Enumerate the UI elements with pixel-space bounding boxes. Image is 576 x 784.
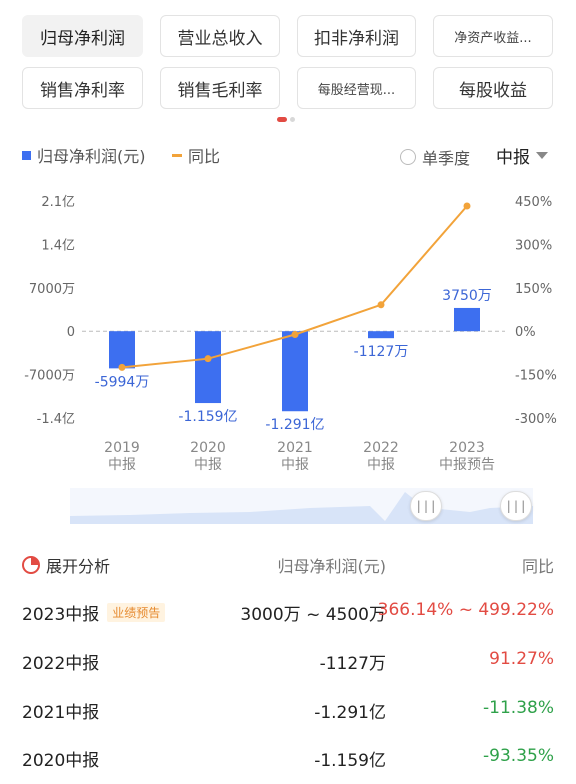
x-axis-tick: 2021: [277, 440, 313, 456]
row-value: -1.159亿: [314, 751, 386, 771]
profit-bar: [368, 331, 394, 339]
expand-analysis[interactable]: 展开分析: [22, 553, 110, 577]
tab-net-margin[interactable]: 销售净利率: [22, 67, 143, 109]
tab-net-profit[interactable]: 归母净利润: [22, 15, 143, 57]
chart-legend: 归母净利润(元) 同比 单季度 中报: [20, 143, 556, 169]
row-yoy: 366.14% ~ 499.22%: [377, 600, 554, 620]
expand-analysis-label: 展开分析: [46, 557, 111, 576]
right-axis-tick: 450%: [515, 195, 552, 210]
x-axis-tick: 中报: [367, 457, 395, 473]
tab-gross-margin[interactable]: 销售毛利率: [160, 67, 280, 109]
row-value: -1.291亿: [314, 703, 386, 723]
header-net-profit: 归母净利润(元): [277, 557, 387, 576]
legend-bar-series: 归母净利润(元): [22, 143, 146, 167]
bar-swatch-icon: [22, 150, 31, 160]
period-label: 中报: [496, 148, 530, 168]
bar-data-label: 3750万: [442, 288, 492, 304]
bar-data-label: -5994万: [95, 374, 150, 390]
tab-deducted-profit[interactable]: 扣非净利润: [297, 15, 416, 57]
row-period: 2023中报: [22, 605, 100, 625]
yoy-point: [118, 363, 126, 371]
right-axis-tick: 150%: [515, 282, 552, 297]
left-axis-tick: -1.4亿: [37, 412, 75, 427]
yoy-point: [204, 355, 212, 363]
profit-bar: [282, 331, 308, 412]
slider-right-handle[interactable]: |||: [500, 491, 532, 521]
slider-track: [70, 488, 533, 524]
legend-line-label: 同比: [188, 147, 221, 166]
x-axis-tick: 中报: [281, 457, 309, 473]
left-axis-tick: 7000万: [29, 282, 75, 297]
table-row: 2020中报 -1.159亿 -93.35%: [22, 746, 554, 776]
legend-bar-label: 归母净利润(元): [37, 147, 146, 166]
left-axis-tick: 0: [67, 325, 75, 340]
row-period: 2021中报: [22, 703, 100, 723]
tab-eps[interactable]: 每股收益: [433, 67, 553, 109]
table-row: 2023中报 业绩预告 3000万 ~ 4500万 366.14% ~ 499.…: [22, 600, 554, 630]
yoy-point: [291, 330, 299, 338]
x-axis-tick: 中报预告: [439, 457, 495, 473]
single-quarter-label: 单季度: [422, 149, 471, 168]
caret-down-icon: [536, 152, 548, 159]
range-slider[interactable]: ||| |||: [70, 488, 533, 524]
forecast-badge: 业绩预告: [107, 603, 166, 622]
x-axis-tick: 中报: [108, 457, 136, 473]
row-yoy: -11.38%: [483, 698, 554, 718]
profit-bar: [109, 331, 135, 369]
tab-roe[interactable]: 净资产收益...: [433, 15, 553, 57]
row-period: 2020中报: [22, 751, 100, 771]
row-period-wrap: 2023中报 业绩预告: [22, 600, 166, 625]
left-axis-tick: 1.4亿: [41, 238, 75, 253]
x-axis-tick: 中报: [194, 457, 222, 473]
pie-chart-icon: [22, 556, 40, 574]
row-yoy: 91.27%: [489, 649, 554, 669]
right-axis-tick: 0%: [515, 325, 536, 340]
profit-bar: [454, 307, 480, 332]
profit-chart: 2.1亿 1.4亿 7000万 0 -7000万 -1.4亿 450% 300% 150% 0% -…: [24, 195, 557, 473]
radio-icon: [400, 149, 416, 165]
row-value: -1127万: [319, 654, 386, 674]
page-dot-active: [277, 117, 287, 122]
legend-line-series: 同比: [172, 143, 220, 167]
profit-bar: [195, 331, 221, 404]
yoy-point: [377, 301, 385, 309]
bar-data-label: -1.159亿: [178, 409, 237, 425]
right-axis-tick: -150%: [515, 369, 557, 384]
slider-left-handle[interactable]: |||: [410, 491, 442, 521]
table-row: 2021中报 -1.291亿 -11.38%: [22, 698, 554, 728]
right-axis-tick: 300%: [515, 238, 552, 253]
bar-data-label: -1.291亿: [265, 417, 324, 433]
row-period: 2022中报: [22, 654, 100, 674]
page-indicator: [277, 117, 295, 122]
page-dot: [290, 117, 295, 122]
bar-data-label: -1127万: [354, 344, 409, 360]
row-value: 3000万 ~ 4500万: [240, 605, 386, 625]
line-swatch-icon: [172, 153, 182, 157]
tab-total-revenue[interactable]: 营业总收入: [160, 15, 280, 57]
x-axis-tick: 2023: [449, 440, 485, 456]
row-yoy: -93.35%: [483, 746, 554, 766]
header-yoy: 同比: [521, 557, 554, 576]
single-quarter-toggle[interactable]: 单季度: [400, 145, 470, 169]
x-axis-tick: 2020: [190, 440, 226, 456]
tab-op-cashflow[interactable]: 每股经营现...: [297, 67, 416, 109]
x-axis-tick: 2019: [104, 440, 140, 456]
left-axis-tick: 2.1亿: [41, 195, 75, 210]
table-header: 展开分析 归母净利润(元) 同比: [22, 553, 554, 577]
period-dropdown[interactable]: 中报: [496, 143, 548, 168]
left-axis-tick: -7000万: [24, 369, 75, 384]
right-axis-tick: -300%: [515, 412, 557, 427]
x-axis-tick: 2022: [363, 440, 399, 456]
table-row: 2022中报 -1127万 91.27%: [22, 649, 554, 679]
yoy-point: [463, 202, 471, 210]
